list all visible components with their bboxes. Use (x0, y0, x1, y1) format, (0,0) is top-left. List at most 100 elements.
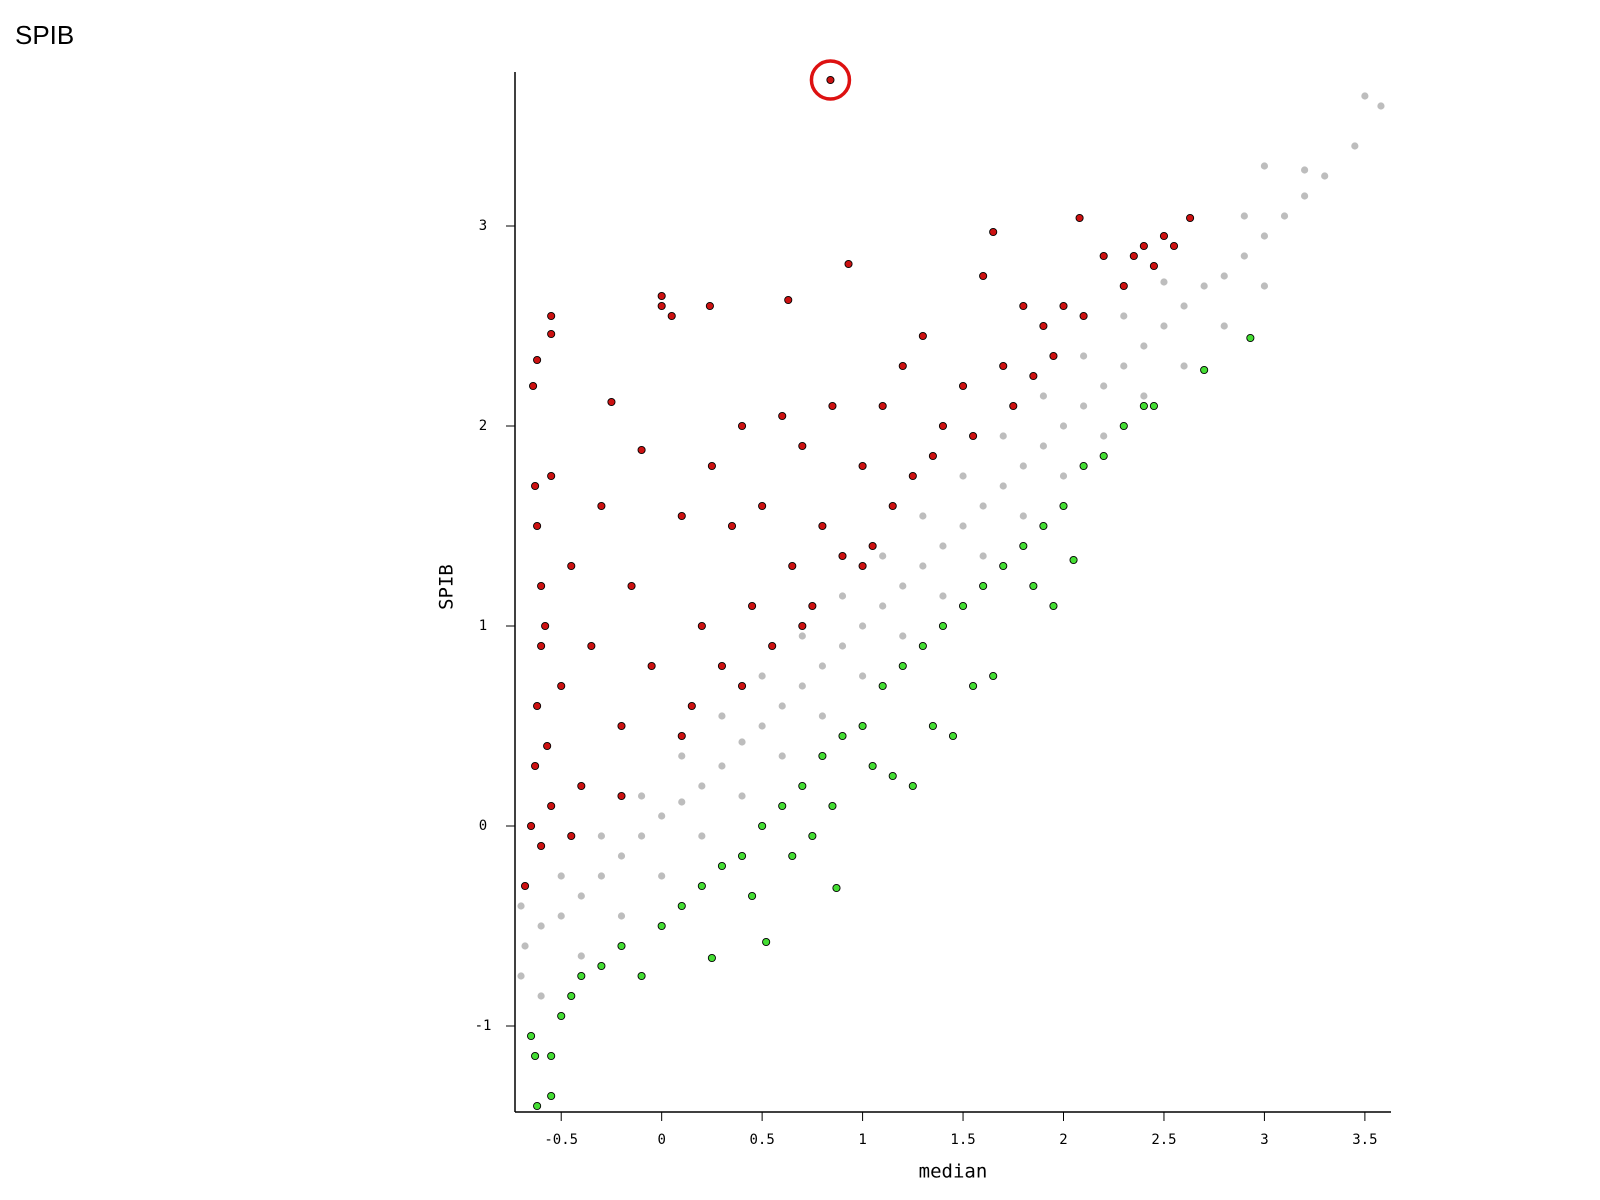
point (718, 762, 726, 770)
point (878, 681, 887, 691)
point (798, 632, 806, 640)
point (737, 851, 747, 861)
point (888, 771, 897, 781)
point (537, 922, 545, 930)
point (989, 671, 998, 681)
point (547, 329, 556, 339)
point (778, 801, 787, 811)
point (597, 961, 606, 971)
point (547, 1091, 556, 1101)
point (838, 642, 847, 650)
point (1059, 301, 1068, 311)
point (1149, 401, 1158, 411)
point (818, 751, 827, 761)
point (607, 397, 616, 407)
point (698, 782, 706, 790)
point (567, 831, 576, 841)
point (868, 541, 877, 551)
point (697, 881, 706, 891)
point (707, 953, 716, 963)
y-tick-label: 2 (479, 418, 487, 434)
point (1200, 282, 1208, 290)
point (748, 891, 757, 901)
point (567, 991, 576, 1001)
point (788, 851, 797, 861)
point (617, 721, 626, 731)
point (1180, 302, 1188, 310)
point (533, 521, 542, 531)
point (979, 502, 987, 510)
page-title: SPIB (15, 20, 74, 50)
highlight-ring (809, 59, 852, 101)
point (637, 971, 646, 981)
point (1139, 401, 1148, 411)
point (1220, 272, 1228, 280)
point (928, 721, 937, 731)
point (1029, 371, 1038, 381)
point (1361, 92, 1369, 100)
point (617, 941, 626, 951)
point (1100, 432, 1108, 440)
point (999, 482, 1007, 490)
point (999, 432, 1007, 440)
point (959, 472, 967, 480)
point (737, 681, 747, 691)
point (958, 601, 968, 611)
point (938, 421, 948, 431)
y-tick-label: 0 (479, 818, 487, 834)
point (1160, 278, 1168, 286)
point (1140, 392, 1148, 400)
point (939, 542, 947, 550)
point (899, 632, 907, 640)
point (547, 801, 556, 811)
point (1059, 422, 1068, 430)
point (918, 641, 927, 651)
point (828, 801, 837, 811)
point (557, 912, 565, 920)
point (517, 972, 525, 980)
point (1139, 241, 1148, 251)
point (808, 601, 817, 611)
point (1377, 102, 1385, 110)
point (657, 291, 666, 301)
point (1059, 472, 1068, 480)
y-tick-label: -1 (475, 1018, 492, 1034)
point (1039, 321, 1048, 331)
point (737, 421, 747, 431)
point (727, 521, 737, 531)
point (828, 401, 837, 411)
point (778, 752, 786, 760)
point (826, 75, 835, 85)
x-axis-label: median (919, 1161, 988, 1183)
point (1119, 421, 1128, 431)
point (1049, 351, 1058, 361)
point (657, 301, 666, 311)
point (533, 1101, 542, 1111)
point (1059, 501, 1068, 511)
point (808, 831, 817, 841)
point (818, 521, 827, 531)
point (959, 522, 967, 530)
point (617, 912, 626, 920)
point (597, 501, 606, 511)
point (1019, 462, 1027, 470)
y-tick-label: 3 (479, 218, 487, 234)
point (778, 702, 786, 710)
point (818, 662, 827, 670)
point (999, 361, 1008, 371)
point (1160, 322, 1168, 330)
point (1019, 301, 1028, 311)
point (989, 227, 998, 237)
x-tick-label: 3.5 (1352, 1132, 1377, 1148)
point (1099, 251, 1108, 261)
point (818, 712, 827, 720)
point (617, 852, 626, 860)
x-tick-label: -0.5 (544, 1132, 578, 1148)
point (647, 661, 656, 671)
point (908, 471, 917, 481)
point (1120, 312, 1128, 320)
point (698, 832, 706, 840)
point (527, 1031, 536, 1041)
point (999, 561, 1008, 571)
